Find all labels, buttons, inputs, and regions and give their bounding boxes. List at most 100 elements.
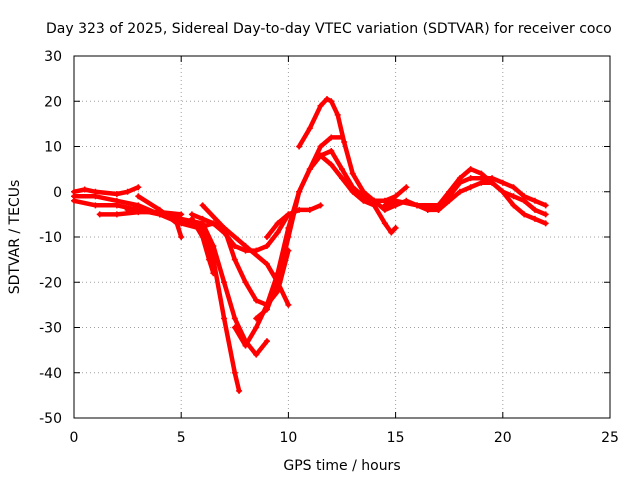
data-point xyxy=(510,184,517,191)
x-tick-label: 0 xyxy=(70,430,79,446)
data-point xyxy=(531,215,538,222)
data-point xyxy=(467,184,474,191)
x-tick-label: 20 xyxy=(494,430,512,446)
data-point xyxy=(478,179,485,186)
data-point xyxy=(328,161,335,168)
data-point xyxy=(317,202,324,209)
data-point xyxy=(263,234,270,240)
data-point xyxy=(253,315,260,322)
data-point xyxy=(263,243,270,250)
y-tick-label: -20 xyxy=(39,275,62,291)
y-tick-label: -10 xyxy=(39,230,62,246)
data-point xyxy=(296,143,303,150)
data-point xyxy=(135,193,142,200)
series-line xyxy=(200,216,291,308)
data-point xyxy=(263,338,270,345)
data-point xyxy=(231,256,238,263)
data-point xyxy=(521,197,528,204)
data-point xyxy=(403,184,410,191)
data-point xyxy=(446,188,453,195)
series-line xyxy=(136,194,184,240)
data-point xyxy=(296,206,303,213)
data-point xyxy=(392,197,399,204)
data-point xyxy=(381,202,388,209)
x-tick-label: 25 xyxy=(601,430,619,446)
data-point xyxy=(253,297,260,304)
data-point xyxy=(531,197,538,204)
data-point xyxy=(489,179,496,186)
data-point xyxy=(92,202,99,209)
data-point xyxy=(414,202,421,209)
data-point xyxy=(306,206,313,213)
data-point xyxy=(135,184,142,191)
data-point xyxy=(456,188,463,195)
data-point xyxy=(274,279,281,286)
data-point xyxy=(263,261,270,268)
data-point xyxy=(542,211,549,218)
data-point xyxy=(521,211,528,218)
data-point xyxy=(392,224,399,231)
series-track-12 xyxy=(253,134,345,322)
data-point xyxy=(221,279,228,286)
data-point xyxy=(317,143,324,150)
series-line xyxy=(382,175,548,208)
data-point xyxy=(424,206,431,213)
axis-ticks: 0 5 10 15 20 25 -50 -40 -30 -20 -10 0 10 20 30 xyxy=(39,49,619,446)
data-point xyxy=(317,152,324,159)
data-point xyxy=(478,170,485,177)
data-point xyxy=(499,179,506,186)
data-point xyxy=(199,202,206,209)
x-tick-label: 5 xyxy=(177,430,186,446)
data-point xyxy=(71,197,77,204)
data-point xyxy=(81,186,88,193)
data-point xyxy=(285,301,292,308)
data-point xyxy=(71,188,77,195)
series-line xyxy=(425,166,548,217)
data-point xyxy=(510,202,517,209)
data-point xyxy=(349,184,356,191)
data-point xyxy=(334,111,341,118)
data-point xyxy=(274,229,281,236)
data-point xyxy=(221,315,228,322)
x-axis-label: GPS time / hours xyxy=(283,458,400,474)
data-point xyxy=(231,324,238,331)
data-point xyxy=(349,170,356,177)
data-point xyxy=(467,175,474,182)
data-point xyxy=(274,220,281,227)
data-point xyxy=(221,224,228,231)
data-point xyxy=(328,134,335,141)
data-point xyxy=(135,204,142,211)
data-point xyxy=(360,188,367,195)
data-point xyxy=(199,215,206,222)
data-point xyxy=(306,125,313,132)
data-point xyxy=(178,211,185,218)
data-point xyxy=(206,256,213,263)
data-point xyxy=(317,102,324,109)
y-tick-label: 10 xyxy=(44,140,62,156)
data-point xyxy=(341,138,348,145)
data-point xyxy=(323,95,330,102)
x-tick-label: 15 xyxy=(387,430,405,446)
data-point xyxy=(388,229,395,236)
data-point xyxy=(242,342,249,349)
series-track-17 xyxy=(381,175,549,209)
data-point xyxy=(531,206,538,213)
data-point xyxy=(113,191,120,198)
data-point xyxy=(210,243,217,250)
series-track-14 xyxy=(296,95,399,236)
data-point xyxy=(306,166,313,173)
grid-lines xyxy=(74,56,610,418)
y-tick-label: 0 xyxy=(53,185,62,201)
series-track-3 xyxy=(71,184,142,198)
data-point xyxy=(199,234,206,240)
data-point xyxy=(92,188,99,195)
data-point xyxy=(231,369,238,376)
data-point xyxy=(328,148,335,155)
data-point xyxy=(296,188,303,195)
data-point xyxy=(113,202,120,209)
data-point xyxy=(156,206,163,213)
data-point xyxy=(510,193,517,200)
y-tick-label: -30 xyxy=(39,321,62,337)
data-point xyxy=(381,220,388,227)
data-point xyxy=(173,220,180,227)
